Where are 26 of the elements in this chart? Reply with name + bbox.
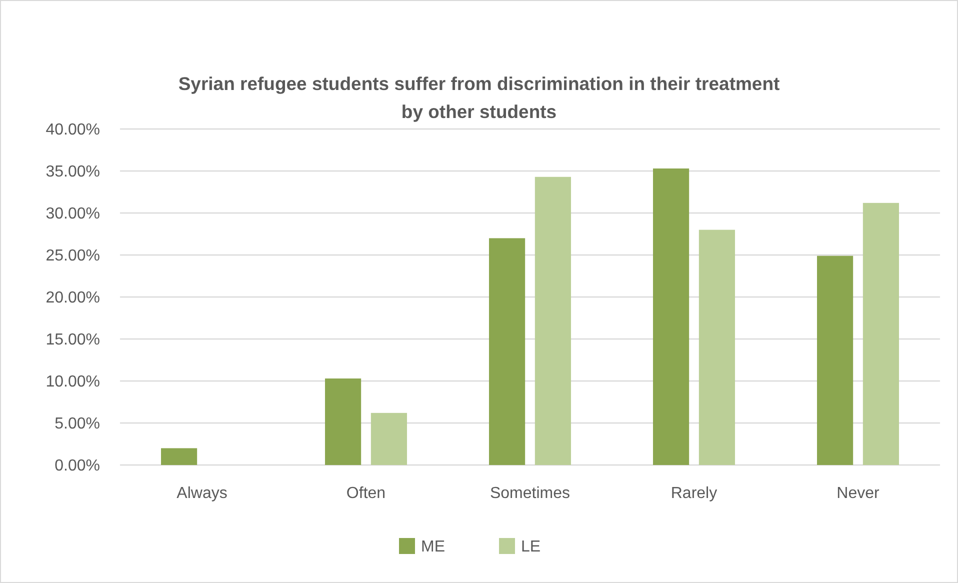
bar [862,202,899,465]
y-tick-label: 0.00% [54,458,100,475]
y-tick-label: 5.00% [54,416,100,433]
legend-label: ME [421,538,445,556]
bar [817,256,854,465]
bar [489,238,526,465]
legend-label: LE [521,538,541,556]
y-tick-label: 25.00% [46,248,100,265]
y-tick-label: 20.00% [46,290,100,307]
x-tick-label: Always [176,485,228,502]
bar [653,168,690,465]
x-tick-label: Never [836,485,880,502]
bar [161,448,198,465]
y-tick-label: 10.00% [46,374,100,391]
bar [370,412,407,465]
y-tick-label: 15.00% [46,332,100,349]
bar [534,176,571,465]
y-tick-label: 35.00% [46,164,100,181]
bar [698,230,735,465]
bar [325,378,362,465]
y-tick-label: 30.00% [46,206,100,223]
y-tick-label: 40.00% [46,122,100,139]
x-tick-label: Sometimes [490,485,570,502]
chart-title: Syrian refugee students suffer from discrimination in their treatment by other students [178,73,780,122]
x-tick-label: Rarely [670,485,718,502]
x-tick-label: Often [346,485,386,502]
